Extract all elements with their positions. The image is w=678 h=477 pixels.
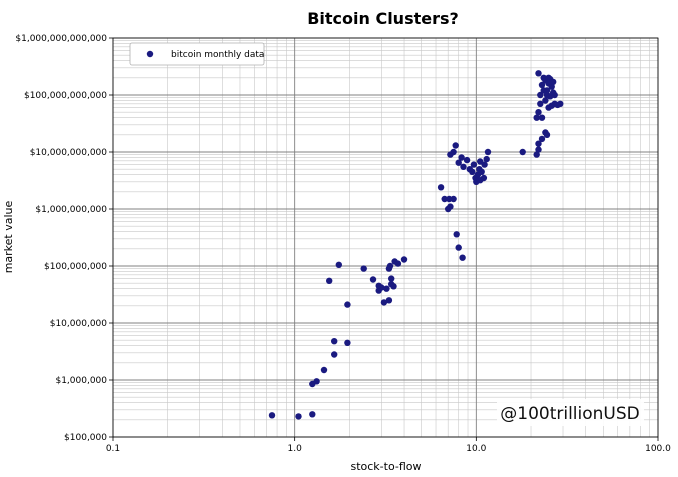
- y-axis-label: market value: [2, 200, 15, 273]
- data-point: [400, 256, 408, 263]
- x-tick-label: 10.0: [466, 444, 486, 454]
- data-point: [540, 87, 547, 94]
- data-point: [460, 163, 467, 170]
- data-point: [550, 78, 557, 86]
- x-axis-label: stock-to-flow: [350, 460, 421, 473]
- data-point: [344, 301, 351, 308]
- data-point: [360, 265, 367, 272]
- data-point: [543, 131, 551, 138]
- data-point: [551, 91, 558, 99]
- legend-label: bitcoin monthly data: [171, 50, 264, 60]
- y-tick-label: $10,000,000,000: [30, 148, 108, 158]
- watermark-box: [497, 399, 644, 426]
- data-point: [452, 142, 459, 149]
- data-point: [538, 114, 546, 121]
- data-point: [331, 351, 338, 358]
- data-point: [309, 411, 316, 418]
- data-point: [295, 413, 302, 420]
- data-point: [537, 91, 544, 99]
- y-axis: $100,000 $1,000,000 $10,000,000 $100,000,00…: [15, 34, 113, 443]
- chart-title: Bitcoin Clusters?: [307, 9, 459, 28]
- data-point: [535, 70, 542, 77]
- data-point: [484, 148, 492, 156]
- data-point: [519, 148, 526, 156]
- data-point: [463, 156, 471, 164]
- y-tick-label: $100,000: [64, 433, 107, 443]
- data-point: [335, 261, 342, 268]
- data-point: [469, 168, 476, 175]
- watermark-text: @100trillionUSD: [500, 404, 640, 424]
- data-point: [383, 285, 390, 292]
- data-point: [533, 114, 540, 121]
- data-point: [385, 297, 393, 304]
- plot-frame: [112, 37, 659, 438]
- data-point: [268, 412, 276, 419]
- y-tick-label: $100,000,000: [44, 262, 107, 272]
- data-point: [455, 244, 462, 251]
- data-point: [390, 283, 397, 290]
- data-point: [386, 262, 394, 270]
- data-point: [388, 275, 395, 282]
- y-tick-label: $10,000,000: [50, 319, 108, 329]
- x-tick-label: 1.0: [288, 444, 303, 454]
- data-point: [537, 100, 544, 108]
- data-point: [380, 299, 388, 306]
- x-axis: 0.1 1.0 10.0 100.0: [106, 437, 671, 454]
- y-tick-label: $100,000,000,000: [24, 91, 107, 101]
- data-point: [313, 378, 320, 385]
- watermark: @100trillionUSD: [497, 399, 644, 426]
- data-point: [533, 151, 540, 158]
- legend-box: [129, 42, 265, 66]
- data-point: [470, 161, 478, 168]
- data-point: [458, 154, 465, 161]
- legend: bitcoin monthly data: [129, 42, 265, 66]
- y-tick-label: $1,000,000,000: [35, 205, 107, 215]
- x-tick-label: 100.0: [645, 444, 671, 454]
- data-point: [455, 159, 462, 166]
- x-tick-label: 0.1: [106, 444, 120, 454]
- data-point: [450, 195, 457, 203]
- data-point: [450, 148, 457, 156]
- data-point: [394, 260, 402, 267]
- data-point: [480, 174, 488, 182]
- data-point: [535, 109, 542, 116]
- data-point: [535, 140, 542, 147]
- y-tick-label: $1,000,000: [55, 376, 107, 386]
- data-point: [437, 184, 445, 191]
- data-point: [326, 277, 333, 284]
- data-point: [483, 155, 490, 163]
- data-point: [545, 74, 552, 82]
- scatter-series: [268, 70, 564, 420]
- data-point: [447, 203, 454, 210]
- data-point: [320, 366, 328, 374]
- data-point: [459, 254, 466, 261]
- data-point: [378, 284, 385, 291]
- y-tick-label: $1,000,000,000,000: [15, 34, 107, 44]
- data-point: [441, 195, 448, 203]
- data-point: [369, 276, 377, 283]
- data-point: [542, 97, 549, 104]
- data-point: [344, 339, 351, 346]
- legend-marker: [146, 50, 154, 58]
- data-point: [453, 231, 460, 238]
- data-point: [557, 100, 564, 108]
- data-point: [477, 158, 484, 165]
- data-point: [548, 83, 555, 90]
- data-point: [543, 91, 551, 99]
- data-point: [478, 168, 485, 175]
- data-point: [535, 146, 542, 153]
- data-point: [331, 338, 338, 345]
- data-point: [538, 81, 546, 89]
- data-point: [538, 135, 546, 143]
